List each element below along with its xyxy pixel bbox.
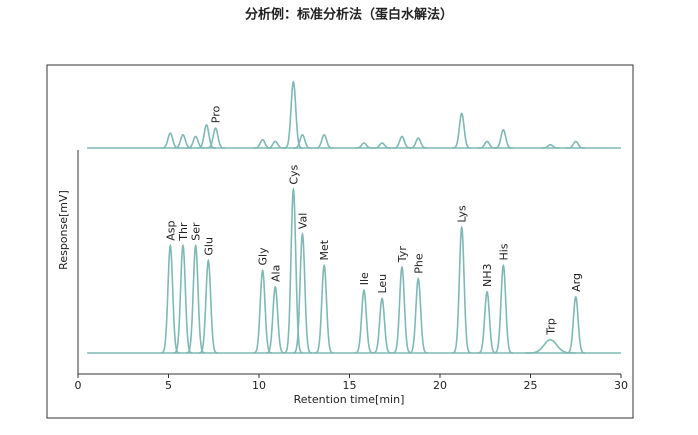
peak [283, 80, 303, 149]
peak [186, 243, 206, 354]
peak-label: Pro [210, 105, 223, 123]
peak [253, 138, 273, 149]
frame [46, 64, 634, 419]
peak-label: Leu [376, 274, 389, 294]
peak [452, 112, 472, 149]
peak [566, 140, 586, 149]
peak-label: Trp [544, 318, 557, 336]
peak [186, 135, 206, 149]
peak [198, 258, 218, 354]
peak-label: Met [318, 239, 331, 260]
peak [173, 243, 193, 354]
y-axis-label: Response[mV] [57, 190, 70, 270]
peak-label: Tyr [396, 246, 409, 264]
peak-label: Arg [570, 273, 583, 292]
peak [354, 142, 374, 149]
peak-label: Val [296, 213, 309, 229]
peak-label: Glu [202, 237, 215, 256]
peak-label: Gly [257, 247, 270, 266]
peak [206, 127, 225, 149]
peak [173, 133, 193, 149]
peak [541, 143, 560, 149]
peak [265, 285, 285, 354]
peak [292, 232, 312, 354]
peak [525, 338, 576, 354]
peak-label: Asp [164, 220, 177, 240]
peak [314, 133, 334, 149]
peak [372, 297, 392, 354]
peak [477, 140, 497, 149]
peak [477, 290, 497, 354]
peak [354, 288, 374, 354]
peak-label: His [497, 243, 510, 260]
peak [408, 277, 428, 354]
peak-label: NH3 [481, 263, 494, 287]
peak-label: Thr [177, 222, 190, 242]
peak-label: Ala [269, 265, 282, 282]
peak-label: Lys [456, 205, 469, 223]
peak [265, 140, 285, 149]
peak [314, 263, 334, 354]
peak [566, 295, 586, 354]
peak [408, 137, 428, 149]
peak [493, 263, 513, 354]
peak [452, 225, 472, 354]
x-tick-label: 20 [433, 379, 447, 392]
peak-label: Cys [287, 164, 300, 184]
x-tick-label: 0 [75, 379, 82, 392]
x-tick-label: 15 [343, 379, 357, 392]
peak [392, 135, 412, 149]
peak [493, 128, 513, 149]
peak [292, 133, 312, 149]
peak-label: Ile [358, 272, 371, 285]
peak-label: Ser [190, 222, 203, 241]
peak [372, 142, 392, 149]
x-tick-label: 10 [252, 379, 266, 392]
x-tick-label: 30 [614, 379, 628, 392]
peak [283, 186, 303, 354]
peak [197, 124, 216, 149]
peak [160, 243, 180, 354]
x-tick-label: 5 [165, 379, 172, 392]
peak [392, 265, 412, 354]
x-axis-label: Retention time[min] [294, 393, 405, 406]
peak [160, 132, 180, 149]
peak-label: Phe [412, 253, 425, 274]
chart-title: 分析例：标准分析法（蛋白水解法） [245, 7, 453, 23]
x-tick-label: 25 [524, 379, 538, 392]
